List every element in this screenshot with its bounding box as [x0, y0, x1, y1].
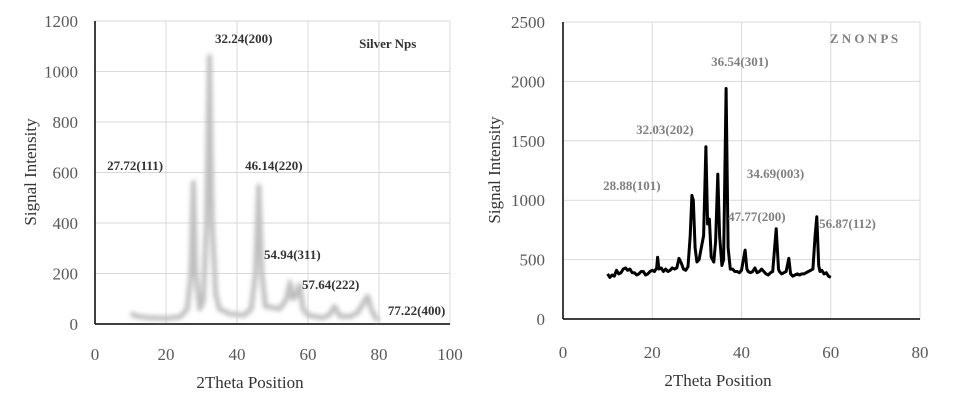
- x-tick-label: 60: [300, 345, 317, 364]
- x-tick-label: 40: [229, 345, 246, 364]
- y-tick-label: 2000: [511, 72, 545, 91]
- y-tick-label: 0: [537, 310, 546, 329]
- peak-annotation: 27.72(111): [107, 158, 163, 173]
- peak-annotation: 47.77(200): [728, 209, 785, 224]
- y-tick-label: 1500: [511, 132, 545, 151]
- y-tick-label: 400: [53, 214, 79, 233]
- x-tick-label: 20: [644, 343, 661, 362]
- y-tick-label: 1000: [44, 63, 78, 82]
- x-tick-label: 40: [733, 343, 750, 362]
- y-tick-label: 1000: [511, 191, 545, 210]
- y-tick-label: 2500: [511, 13, 545, 32]
- y-tick-label: 200: [53, 265, 79, 284]
- y-tick-label: 0: [70, 315, 79, 334]
- peak-annotation: 34.69(003): [747, 166, 804, 181]
- peak-annotation: 57.64(222): [302, 277, 359, 292]
- y-axis-title: Signal Intensity: [485, 116, 504, 224]
- y-tick-label: 500: [520, 251, 546, 270]
- x-axis-title: 2Theta Position: [196, 373, 304, 392]
- y-axis-title: Signal Intensity: [21, 118, 40, 226]
- peak-annotation: Z N O N P S: [830, 31, 898, 46]
- x-tick-label: 80: [912, 343, 929, 362]
- chart-2: 0 20 40 60 80 0 500 1000 1500 2000 2500 Z N O N P S…: [485, 13, 929, 390]
- peak-annotation: 32.24(200): [215, 31, 272, 46]
- peak-annotation: 46.14(220): [245, 158, 302, 173]
- x-tick-label: 80: [371, 345, 388, 364]
- peak-annotation: 56.87(112): [819, 216, 876, 231]
- y-tick-label: 1200: [44, 12, 78, 31]
- peak-annotation: 28.88(101): [603, 178, 660, 193]
- x-tick-label: 0: [91, 345, 100, 364]
- x-tick-label: 0: [559, 343, 568, 362]
- y-tick-label: 600: [53, 164, 79, 183]
- series-line: [129, 53, 381, 323]
- series-line: [606, 87, 832, 279]
- x-axis-title: 2Theta Position: [664, 371, 772, 390]
- x-tick-label: 20: [158, 345, 175, 364]
- x-tick-label: 100: [437, 345, 463, 364]
- peak-annotation: 32.03(202): [636, 122, 693, 137]
- peak-annotation: 36.54(301): [711, 54, 768, 69]
- peak-annotation: 54.94(311): [264, 247, 321, 262]
- chart-1: 0 20 40 60 80 100020040060080010001200Silver …: [21, 12, 463, 392]
- y-tick-label: 800: [53, 113, 79, 132]
- x-tick-label: 60: [822, 343, 839, 362]
- peak-annotation: Silver Nps: [359, 36, 416, 51]
- peak-annotation: 77.22(400): [388, 303, 445, 318]
